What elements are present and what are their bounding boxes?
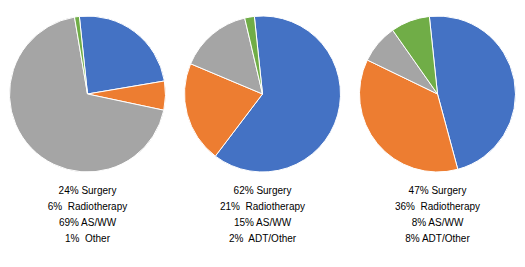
pie (10, 16, 166, 172)
legend-entry: 8% ADT/Other (405, 233, 470, 244)
pie (360, 16, 516, 172)
legend-entry: 36% Radiotherapy (395, 201, 480, 212)
pie-slice (74, 16, 87, 94)
legend: 47% Surgery 36% Radiotherapy 8% AS/WW 8% AD… (395, 185, 480, 244)
legend: 24% Surgery 6% Radiotherapy 69% AS/WW 1% Ot… (48, 185, 128, 244)
legend-entry: 6% Radiotherapy (48, 201, 128, 212)
pie-slice (393, 16, 438, 94)
legend: 62% Surgery 21% Radiotherapy 15% AS/WW 2% A… (220, 185, 305, 244)
legend-entry: 8% AS/WW (412, 217, 464, 228)
legend-entry: 24% Surgery (59, 185, 117, 196)
pie-slice (245, 16, 263, 94)
chart: 24% Surgery 6% Radiotherapy 69% AS/WW 1% Ot… (0, 0, 525, 267)
pie (185, 16, 341, 172)
legend-entry: 1% Other (65, 233, 111, 244)
legend-entry: 69% AS/WW (59, 217, 117, 228)
pie-slice (10, 17, 164, 172)
pie-slice (79, 16, 164, 94)
legend-entry: 21% Radiotherapy (220, 201, 305, 212)
legend-entry: 15% AS/WW (234, 217, 292, 228)
legend-entry: 2% ADT/Other (229, 233, 297, 244)
legend-entry: 47% Surgery (409, 185, 467, 196)
legend-entry: 62% Surgery (234, 185, 292, 196)
